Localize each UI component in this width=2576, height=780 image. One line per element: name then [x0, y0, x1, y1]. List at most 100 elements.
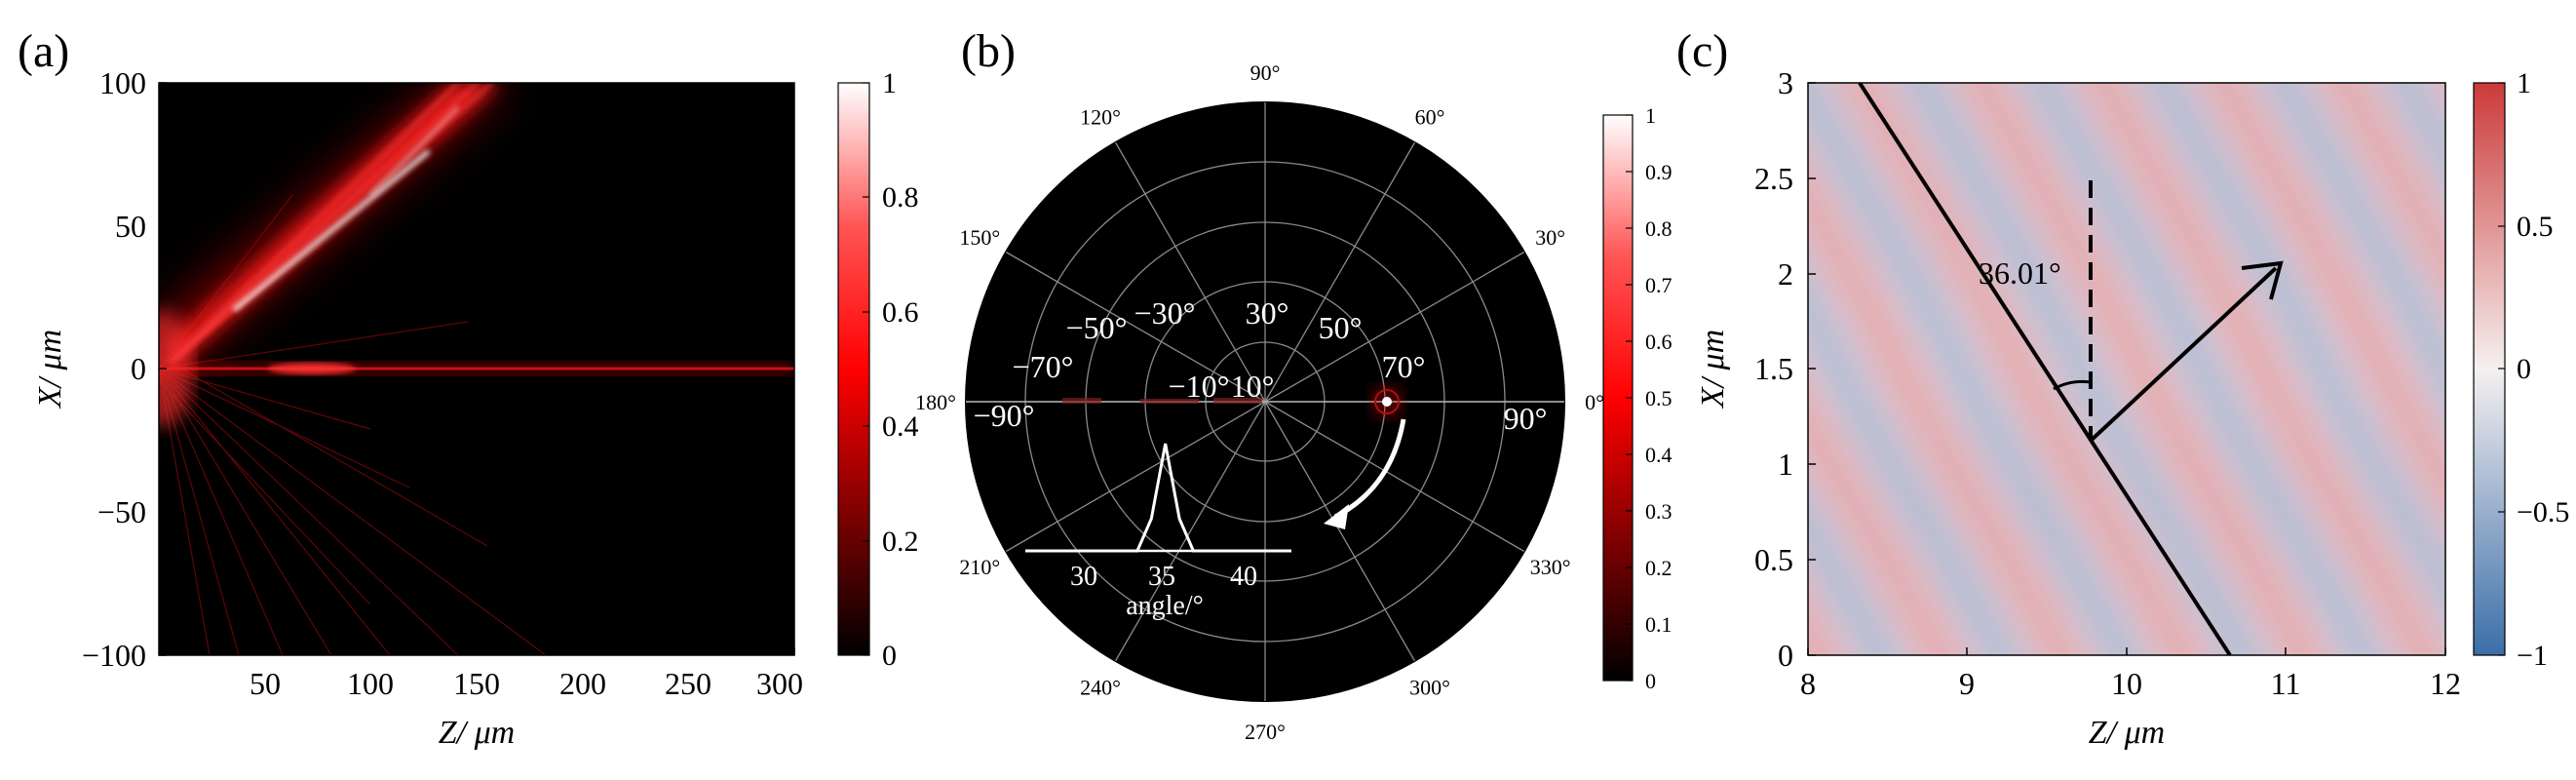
panel-b-inner-label: −50° — [1066, 310, 1128, 345]
panel-b-cb-tick: 0.9 — [1645, 160, 1672, 184]
panel-b-inner-label: 30° — [1246, 295, 1289, 331]
panel-c-ytick: 0 — [1778, 638, 1793, 673]
panel-c-y-tick-labels: 3 2.5 2 1.5 1 0.5 0 — [1754, 65, 1793, 673]
panel-a-ytick: −100 — [82, 638, 146, 673]
panel-b-rotation-arrow — [1324, 418, 1406, 529]
panel-b-cb-tick: 0.7 — [1645, 273, 1672, 297]
panel-c-label: (c) — [1676, 25, 1728, 77]
panel-c-xtick: 9 — [1959, 666, 1975, 701]
panel-a-y-tick-labels: 100 50 0 −50 −100 — [82, 65, 146, 673]
panel-a-xtick: 50 — [250, 666, 281, 701]
panel-c-x-axis-label: Z/ μm — [2089, 715, 2165, 751]
panel-a-y-axis-label: X/ μm — [32, 330, 68, 410]
panel-b-outer-label: 30° — [1535, 225, 1565, 250]
panel-b-cb-tick: 1 — [1645, 103, 1656, 128]
panel-b-outer-label: 270° — [1245, 720, 1286, 744]
panel-b-outer-label: 60° — [1415, 104, 1445, 129]
panel-c-ytick: 1.5 — [1754, 351, 1793, 386]
panel-c-ticks — [1807, 82, 2446, 656]
panel-b-outer-label: 330° — [1530, 555, 1571, 579]
panel-b-cb-tick: 0.4 — [1645, 443, 1672, 467]
panel-a-cb-tick: 0.4 — [882, 410, 919, 443]
panel-b-inset-ticks: 30 35 40 — [1070, 562, 1257, 592]
panel-c: (c) 36.01° 8 9 10 11 1 — [1676, 25, 2569, 751]
panel-c-cb-tick: −1 — [2517, 640, 2548, 672]
panel-b-inset: 30 35 40 angle/° — [1025, 443, 1291, 621]
panel-a-ytick: 100 — [99, 65, 146, 100]
panel-c-cb-tick: 1 — [2517, 67, 2531, 99]
panel-c-xtick: 10 — [2111, 666, 2142, 701]
panel-b-cb-tick: 0.8 — [1645, 216, 1672, 241]
panel-a-cb-tick: 1 — [882, 67, 897, 99]
panel-b-inner-label: 10° — [1231, 369, 1275, 404]
panel-a-label: (a) — [18, 25, 69, 77]
panel-b-inner-angle-labels: −90° −70° −50° −30° −10° 10° 30° 50° 70°… — [974, 295, 1548, 436]
panel-a-cb-tick: 0.2 — [882, 526, 919, 558]
panel-c-ytick: 2 — [1778, 256, 1793, 292]
panel-a-cb-tick: 0 — [882, 640, 897, 672]
panel-b-outer-label: 210° — [959, 555, 1000, 579]
panel-c-cb-tick: 0.5 — [2517, 211, 2554, 243]
panel-b-outer-label: 90° — [1250, 60, 1281, 85]
panel-b-colorbar-labels: 1 0.9 0.8 0.7 0.6 0.5 0.4 0.3 0.2 0.1 0 — [1645, 103, 1672, 693]
panel-b-label: (b) — [961, 25, 1016, 77]
panel-a-xtick: 300 — [756, 666, 803, 701]
panel-a-cb-tick: 0.8 — [882, 181, 919, 214]
panel-a-beam-filaments — [170, 83, 493, 366]
panel-c-arrow-head — [2241, 260, 2284, 300]
panel-c-wavefront-line — [1858, 83, 2232, 655]
panel-b-inset-curve — [1025, 443, 1291, 553]
panel-c-y-axis-label: X/ μm — [1695, 330, 1731, 410]
panel-a-beam-glow — [159, 83, 517, 390]
panel-b-cb-tick: 0.6 — [1645, 330, 1672, 354]
panel-a-ytick: −50 — [97, 494, 146, 529]
panel-c-propagation-arrow — [2089, 266, 2278, 443]
panel-c-x-tick-labels: 8 9 10 11 12 — [1800, 666, 2461, 701]
panel-c-xtick: 8 — [1800, 666, 1816, 701]
panel-b-inner-label: 50° — [1319, 310, 1363, 345]
panel-c-angle-annotation: 36.01° — [1979, 255, 2061, 291]
panel-c-ytick: 2.5 — [1754, 161, 1793, 196]
panel-c-ytick: 0.5 — [1754, 542, 1793, 577]
panel-b-inset-xtick: 30 — [1070, 562, 1097, 592]
panel-c-cb-tick: 0 — [2517, 353, 2531, 385]
panel-a-source-region — [159, 310, 193, 427]
panel-c-cb-tick: −0.5 — [2517, 496, 2569, 528]
panel-c-field-map — [1808, 83, 2445, 655]
panel-c-colorbar — [2473, 82, 2506, 656]
panel-c-ytick: 1 — [1778, 447, 1793, 482]
panel-b-inner-label: −90° — [974, 398, 1035, 433]
panel-b-inset-xtick: 35 — [1148, 562, 1175, 592]
panel-a-ticks — [159, 82, 795, 656]
panel-a: (a) — [18, 25, 919, 751]
panel-a-colorbar — [837, 82, 870, 656]
panel-c-xtick: 11 — [2271, 666, 2301, 701]
panel-b: (b) −90 — [915, 25, 1672, 744]
panel-a-cb-tick: 0.6 — [882, 296, 919, 329]
panel-a-xtick: 250 — [665, 666, 711, 701]
panel-b-inset-xtick: 40 — [1230, 562, 1257, 592]
panel-c-ytick: 3 — [1778, 65, 1793, 100]
panel-b-inner-label: 70° — [1382, 349, 1426, 384]
panel-b-outer-label: 180° — [915, 390, 956, 414]
panel-a-ytick: 0 — [131, 351, 146, 386]
panel-b-cb-tick: 0 — [1645, 669, 1656, 693]
panel-c-angle-arc — [2053, 379, 2092, 391]
panel-a-ytick: 50 — [115, 209, 146, 244]
panel-b-outer-label: 0° — [1585, 390, 1604, 414]
panel-b-outer-label: 300° — [1409, 676, 1450, 700]
panel-b-cb-tick: 0.5 — [1645, 386, 1672, 410]
panel-b-inset-xlabel: angle/° — [1126, 591, 1204, 621]
panel-a-x-tick-labels: 50 100 150 200 250 300 — [250, 666, 803, 701]
panel-c-colorbar-labels: 1 0.5 0 −0.5 −1 — [2517, 67, 2569, 672]
panel-b-inner-label: −10° — [1169, 369, 1230, 404]
panel-c-xtick: 12 — [2430, 666, 2461, 701]
panel-a-colorbar-labels: 1 0.8 0.6 0.4 0.2 0 — [882, 67, 919, 672]
panel-b-inner-label: −70° — [1013, 349, 1074, 384]
panel-b-cb-tick: 0.2 — [1645, 556, 1672, 580]
panel-a-xtick: 150 — [453, 666, 500, 701]
panel-b-peak-spot — [1370, 385, 1403, 418]
panel-b-inner-label: −30° — [1134, 295, 1196, 331]
panel-b-outer-label: 150° — [959, 225, 1000, 250]
